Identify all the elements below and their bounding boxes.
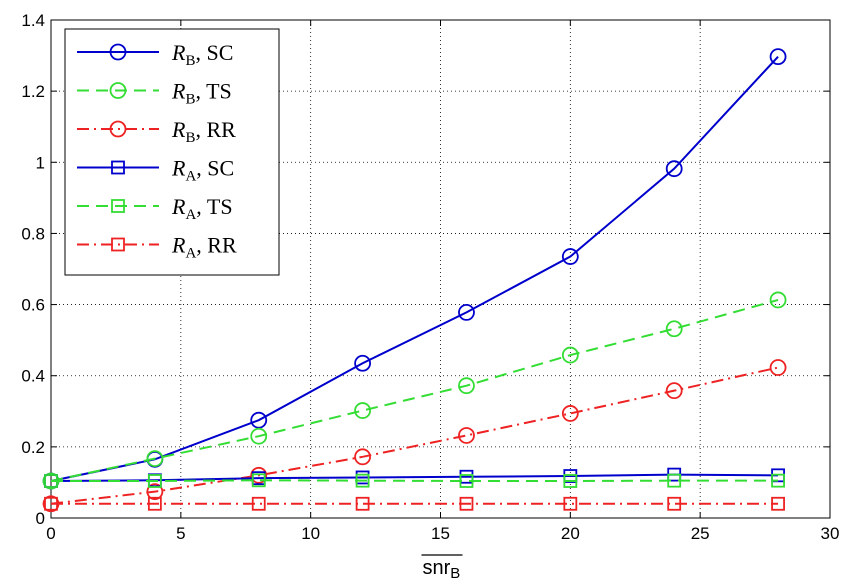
- x-tick-label: 10: [301, 524, 320, 543]
- x-tick-label: 5: [176, 524, 185, 543]
- data-point-r-b-sc: [458, 303, 475, 321]
- data-point-r-b-ts: [769, 291, 787, 309]
- data-point-r-b-ts: [146, 450, 164, 467]
- x-axis-label-text: snrB: [423, 557, 461, 582]
- legend-label-r-b-ts: RB, TS: [171, 79, 232, 108]
- data-point-r-a-ts: [563, 474, 578, 488]
- data-point-r-a-rr: [563, 496, 578, 511]
- y-tick-label: 0.2: [21, 438, 45, 457]
- series-r-a-rr: [44, 496, 785, 511]
- legend-marker-r-a-rr: [111, 237, 125, 252]
- data-point-r-b-ts: [354, 402, 372, 419]
- legend-label-r-a-rr: RA, RR: [171, 233, 237, 262]
- data-point-r-b-rr: [458, 427, 475, 444]
- data-point-r-a-ts: [355, 473, 370, 488]
- y-tick-label: 1.2: [21, 82, 45, 101]
- legend-label-r-a-sc: RA, SC: [171, 156, 234, 185]
- data-point-r-b-ts: [561, 346, 579, 364]
- y-tick-label: 0.8: [21, 224, 45, 243]
- series-line-r-b-ts: [50, 298, 779, 482]
- series-line-r-a-ts: [51, 479, 779, 483]
- data-point-r-b-sc: [561, 248, 579, 265]
- data-point-r-a-rr: [667, 496, 682, 511]
- data-point-r-b-rr: [561, 405, 579, 422]
- y-tick-label: 0.6: [21, 296, 45, 315]
- data-point-r-b-ts: [665, 320, 683, 338]
- data-point-r-a-rr: [355, 496, 370, 511]
- data-point-r-b-rr: [250, 466, 268, 484]
- data-point-r-a-ts: [44, 474, 58, 488]
- data-point-r-a-ts: [459, 474, 474, 488]
- series-group: [42, 48, 787, 513]
- series-r-b-rr: [42, 359, 787, 513]
- data-point-r-b-rr: [146, 483, 164, 501]
- data-point-r-b-sc: [354, 354, 372, 372]
- data-point-r-a-rr: [44, 496, 58, 511]
- data-point-r-b-sc: [250, 411, 268, 429]
- legend-marker-r-a-sc: [111, 160, 125, 175]
- data-point-r-b-rr: [665, 382, 683, 400]
- series-r-a-ts: [44, 473, 785, 488]
- legend-label-r-b-rr: RB, RR: [171, 117, 236, 146]
- data-point-r-a-rr: [147, 496, 162, 511]
- x-tick-label: 25: [691, 524, 710, 543]
- axis-ticks: 0 5 10 15 20 25 30 0 0.2 0.4 0.6 0.8 1 1.2 1.4: [21, 11, 839, 543]
- x-tick-label: 20: [561, 524, 580, 543]
- legend-box: [64, 28, 280, 276]
- x-axis-label: snrB: [421, 554, 463, 582]
- data-point-r-a-rr: [251, 496, 266, 511]
- data-point-r-b-ts: [250, 427, 268, 445]
- series-line-r-b-rr: [50, 366, 779, 505]
- data-point-r-a-ts: [251, 473, 266, 488]
- legend-marker-r-a-ts: [111, 199, 125, 213]
- x-tick-label: 0: [46, 524, 55, 543]
- y-tick-label: 1: [36, 153, 45, 172]
- series-r-b-ts: [42, 291, 787, 490]
- data-point-r-b-sc: [769, 48, 787, 66]
- data-point-r-a-ts: [771, 473, 785, 488]
- legend-marker-r-b-ts: [109, 82, 127, 99]
- y-tick-label: 0: [36, 509, 45, 528]
- data-point-r-b-sc: [665, 160, 683, 178]
- y-tick-label: 0.4: [21, 367, 45, 386]
- legend-label-r-a-ts: RA, TS: [171, 194, 233, 223]
- legend-marker-r-b-rr: [109, 120, 127, 138]
- data-point-r-b-rr: [354, 448, 372, 466]
- legend-label-r-b-sc: RB, SC: [171, 40, 233, 69]
- x-tick-label: 15: [431, 524, 450, 543]
- series-line-r-b-sc: [50, 55, 779, 482]
- data-point-r-a-rr: [459, 496, 474, 511]
- data-point-r-a-ts: [147, 474, 162, 488]
- y-tick-label: 1.4: [21, 11, 45, 30]
- data-point-r-a-rr: [771, 496, 785, 511]
- data-point-r-a-ts: [667, 473, 682, 488]
- legend-marker-r-b-sc: [109, 43, 127, 61]
- legend: RB, SC RB, TS RB, RR RA, SC RA, TS RA, RR: [64, 28, 280, 276]
- x-tick-label: 30: [821, 524, 840, 543]
- data-point-r-b-ts: [458, 377, 475, 395]
- data-point-r-b-rr: [769, 359, 787, 376]
